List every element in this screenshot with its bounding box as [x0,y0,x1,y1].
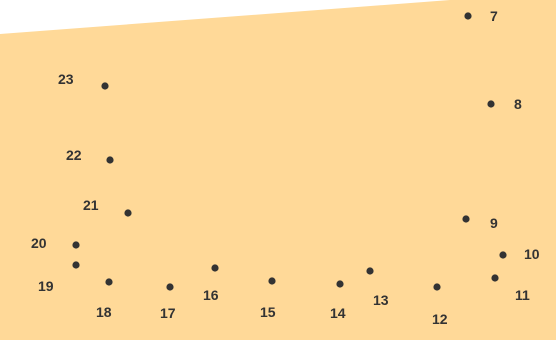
dot-13[interactable]: 13 [366,267,389,308]
dot-point[interactable] [462,215,470,223]
dot-number-label: 11 [515,287,530,303]
dot-point[interactable] [211,264,219,272]
dot-point[interactable] [366,267,374,275]
dot-14[interactable]: 14 [330,280,346,321]
dot-number-label: 18 [96,304,112,320]
dot-number-label: 17 [160,305,176,321]
dot-15[interactable]: 15 [260,277,276,320]
dot-number-label: 16 [203,287,219,303]
dot-number-label: 22 [66,147,82,163]
dot-point[interactable] [106,156,114,164]
dot-number-label: 12 [432,311,448,327]
dot-number-label: 23 [58,71,74,87]
dot-number-label: 15 [260,304,276,320]
dot-point[interactable] [336,280,344,288]
dot-point[interactable] [124,209,132,217]
dot-number-label: 8 [514,96,522,112]
dot-point[interactable] [101,82,109,90]
dot-point[interactable] [268,277,276,285]
dot-19[interactable]: 19 [38,261,80,294]
dot-18[interactable]: 18 [96,278,113,320]
dot-12[interactable]: 12 [432,283,448,327]
dot-point[interactable] [72,261,80,269]
dot-23[interactable]: 23 [58,71,109,90]
dot-number-label: 9 [490,215,498,231]
dot-number-label: 20 [31,235,47,251]
dot-point[interactable] [464,12,472,20]
dot-number-label: 21 [83,197,99,213]
dot-number-label: 7 [490,8,498,24]
dot-point[interactable] [105,278,113,286]
dot-11[interactable]: 11 [491,274,530,303]
dot-8[interactable]: 8 [487,96,522,112]
dot-number-label: 14 [330,305,346,321]
dots-layer: 7 8 9 10 11 12 13 14 15 16 17 18 19 20 21 22 23 [31,8,540,327]
dot-7[interactable]: 7 [464,8,498,24]
dot-22[interactable]: 22 [66,147,114,164]
dot-16[interactable]: 16 [203,264,219,303]
dot-point[interactable] [499,251,507,259]
dot-point[interactable] [487,100,495,108]
dot-point[interactable] [491,274,499,282]
dot-10[interactable]: 10 [499,246,540,262]
dot-point[interactable] [72,241,80,249]
dot-number-label: 10 [524,246,540,262]
dot-21[interactable]: 21 [83,197,132,217]
dot-point[interactable] [166,283,174,291]
dot-number-label: 13 [373,292,389,308]
dot-20[interactable]: 20 [31,235,80,251]
dot-point[interactable] [433,283,441,291]
dot-9[interactable]: 9 [462,215,498,231]
dot-number-label: 19 [38,278,54,294]
dot-17[interactable]: 17 [160,283,176,321]
